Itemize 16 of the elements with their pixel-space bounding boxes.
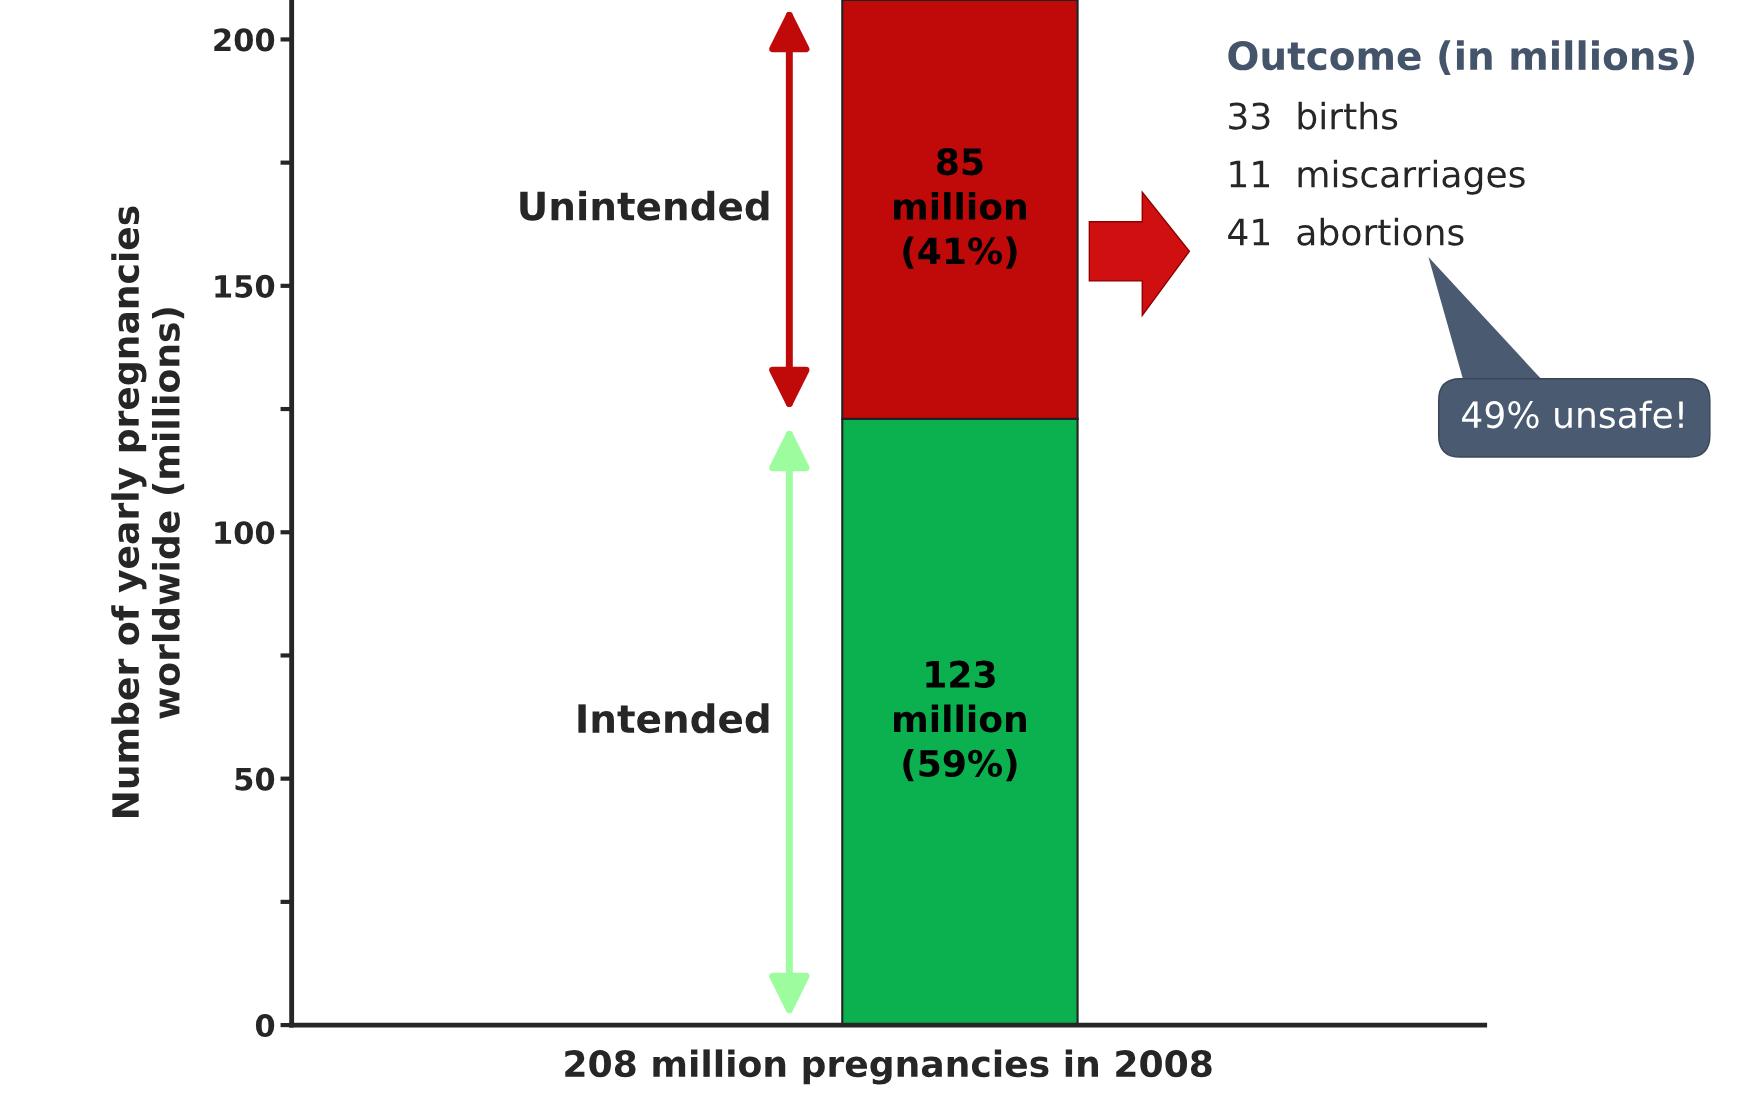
y-tick-label: 50 — [235, 767, 275, 791]
annotation: 11 miscarriages — [1230, 159, 1525, 195]
annotation: 33 births — [1229, 101, 1398, 130]
annotation: 41 abortions — [1228, 217, 1464, 246]
y-tick-label: 0 — [255, 1014, 275, 1038]
series-label: Intended — [578, 703, 769, 734]
annotation: Outcome (in millions) — [1228, 40, 1695, 75]
x-axis-title: 208 million pregnancies in 2008 — [565, 1049, 1212, 1085]
y-tick-label: 100 — [215, 521, 275, 545]
y-tick-label: 200 — [214, 28, 275, 52]
series-label: Unintended — [520, 190, 769, 221]
y-axis-title: Number of yearly pregnancies worldwide (millions) — [111, 206, 185, 818]
data-label: 85 million (41%) — [894, 148, 1026, 269]
y-tick-label: 150 — [215, 274, 275, 298]
annotation: 49% unsafe! — [1462, 400, 1683, 429]
data-label: 123 million (59%) — [894, 660, 1026, 782]
